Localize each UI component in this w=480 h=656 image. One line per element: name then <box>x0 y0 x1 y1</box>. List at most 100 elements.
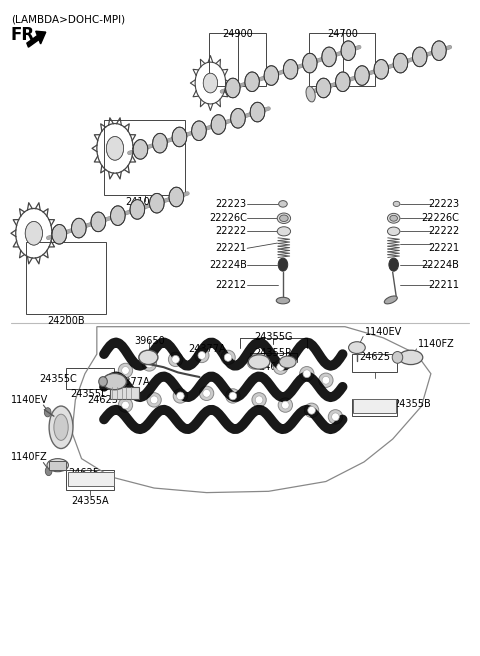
Circle shape <box>354 343 361 352</box>
Circle shape <box>107 136 123 160</box>
Ellipse shape <box>387 213 400 223</box>
Ellipse shape <box>279 201 287 207</box>
Ellipse shape <box>374 60 388 79</box>
Ellipse shape <box>99 377 108 386</box>
Ellipse shape <box>328 409 343 424</box>
Ellipse shape <box>49 406 73 449</box>
Ellipse shape <box>130 199 144 219</box>
Ellipse shape <box>199 386 214 401</box>
Text: 1140EV: 1140EV <box>11 395 48 405</box>
Ellipse shape <box>308 406 315 414</box>
Bar <box>352 354 397 373</box>
Ellipse shape <box>280 215 288 222</box>
Ellipse shape <box>332 413 339 420</box>
Circle shape <box>389 258 398 271</box>
Text: 24625: 24625 <box>360 352 390 362</box>
FancyArrow shape <box>27 31 46 47</box>
Bar <box>309 33 375 87</box>
Ellipse shape <box>393 53 408 73</box>
Ellipse shape <box>348 342 365 354</box>
Text: 24377A: 24377A <box>112 377 150 386</box>
Ellipse shape <box>173 389 188 403</box>
Text: 22211: 22211 <box>429 280 459 290</box>
Ellipse shape <box>172 127 187 147</box>
Ellipse shape <box>412 47 427 67</box>
Text: 24355B: 24355B <box>394 399 432 409</box>
Bar <box>353 399 396 413</box>
Text: 22212: 22212 <box>216 280 247 290</box>
Ellipse shape <box>172 356 180 363</box>
Ellipse shape <box>384 296 397 304</box>
Ellipse shape <box>274 360 288 375</box>
Text: 24355R: 24355R <box>254 348 292 358</box>
Ellipse shape <box>319 373 333 388</box>
Text: 22223: 22223 <box>216 199 247 209</box>
Text: 24355C: 24355C <box>39 374 77 384</box>
Text: 22222: 22222 <box>216 226 247 236</box>
Ellipse shape <box>139 350 158 365</box>
Circle shape <box>203 73 217 93</box>
Ellipse shape <box>72 218 86 238</box>
Ellipse shape <box>133 140 148 159</box>
Text: 1140EV: 1140EV <box>365 327 402 337</box>
Ellipse shape <box>195 348 209 363</box>
Text: 24900: 24900 <box>222 30 253 39</box>
Ellipse shape <box>230 108 245 128</box>
Bar <box>66 369 114 390</box>
Ellipse shape <box>250 102 265 122</box>
Ellipse shape <box>221 350 235 365</box>
Bar <box>110 387 139 399</box>
Bar <box>26 242 107 314</box>
Bar <box>49 461 66 470</box>
Ellipse shape <box>150 396 158 404</box>
Text: 22226C: 22226C <box>209 213 247 223</box>
Text: 1140FZ: 1140FZ <box>418 339 454 350</box>
Text: 24625: 24625 <box>68 468 99 478</box>
Ellipse shape <box>168 352 183 367</box>
Text: 24625: 24625 <box>87 395 118 405</box>
Ellipse shape <box>281 401 289 409</box>
Ellipse shape <box>279 356 296 368</box>
Ellipse shape <box>149 194 164 213</box>
Ellipse shape <box>177 392 184 400</box>
Circle shape <box>44 407 51 417</box>
Ellipse shape <box>229 392 237 400</box>
Ellipse shape <box>399 350 423 365</box>
Ellipse shape <box>245 72 259 92</box>
Ellipse shape <box>341 41 356 60</box>
Ellipse shape <box>54 414 68 440</box>
Ellipse shape <box>277 227 290 236</box>
Text: 22224B: 22224B <box>209 260 247 270</box>
Text: 24700: 24700 <box>327 30 358 39</box>
Text: 39650: 39650 <box>134 337 165 346</box>
Ellipse shape <box>264 66 278 85</box>
Ellipse shape <box>322 47 336 67</box>
Ellipse shape <box>322 377 330 384</box>
Text: 24355A: 24355A <box>71 496 108 506</box>
Ellipse shape <box>387 227 400 236</box>
Ellipse shape <box>392 352 403 363</box>
Text: 22224B: 22224B <box>421 260 459 270</box>
Ellipse shape <box>226 78 240 98</box>
Ellipse shape <box>316 78 331 98</box>
Ellipse shape <box>192 121 206 140</box>
Circle shape <box>25 222 42 245</box>
Ellipse shape <box>306 87 315 102</box>
Ellipse shape <box>283 60 298 79</box>
Ellipse shape <box>226 389 240 403</box>
Ellipse shape <box>91 212 106 232</box>
Text: 24200B: 24200B <box>47 316 84 326</box>
Ellipse shape <box>103 373 126 390</box>
Ellipse shape <box>390 215 397 221</box>
Ellipse shape <box>336 72 350 92</box>
Ellipse shape <box>300 367 314 381</box>
Ellipse shape <box>252 393 266 407</box>
Bar <box>209 33 266 87</box>
Text: 1140FZ: 1140FZ <box>11 453 48 462</box>
Bar <box>352 400 397 415</box>
Ellipse shape <box>142 357 156 371</box>
Ellipse shape <box>198 352 205 359</box>
Text: 22226C: 22226C <box>421 213 459 223</box>
Ellipse shape <box>153 133 168 153</box>
Circle shape <box>45 466 52 476</box>
